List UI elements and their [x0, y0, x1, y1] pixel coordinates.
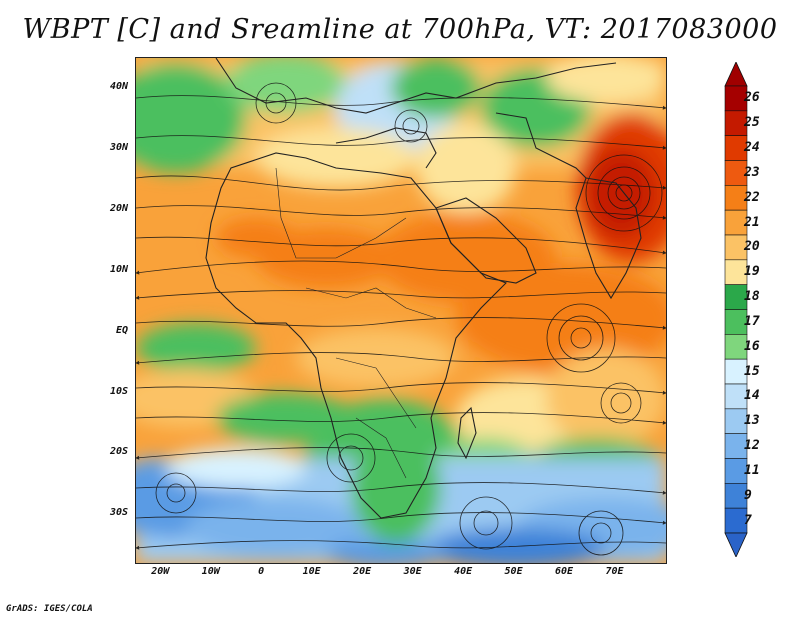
colorbar-label-14: 14 [744, 388, 760, 404]
colorbar-label-23: 23 [744, 164, 760, 180]
lon-label-10e: 10E [302, 566, 321, 577]
lat-label-10s: 10S [109, 385, 128, 397]
colorbar-label-24: 24 [744, 140, 760, 156]
lon-label-60e: 60E [555, 566, 574, 577]
lat-label-30s: 30S [109, 507, 128, 519]
lon-label-40e: 40E [454, 566, 473, 577]
colorbar-label-22: 22 [744, 189, 760, 205]
colorbar-label-19: 19 [744, 264, 760, 280]
lon-label-0: 0 [258, 566, 265, 577]
colorbar [724, 62, 748, 557]
map-panel [135, 57, 667, 564]
lat-label-30n: 30N [109, 142, 128, 154]
lon-label-30e: 30E [403, 566, 422, 577]
grads-credit: GrADS: IGES/COLA [6, 604, 93, 614]
coastlines [205, 58, 642, 519]
colorbar-label-13: 13 [744, 413, 760, 429]
lat-label-20n: 20N [109, 203, 128, 215]
wbpt-field-map [136, 58, 666, 563]
lat-label-10n: 10N [109, 263, 128, 275]
lon-label-50e: 50E [504, 566, 523, 577]
colorbar-label-26: 26 [744, 90, 760, 106]
colorbar-label-11: 11 [744, 462, 760, 478]
colorbar-label-25: 25 [744, 115, 760, 131]
colorbar-max-arrow [724, 62, 748, 87]
colorbar-label-20: 20 [744, 239, 760, 255]
colorbar-label-9: 9 [744, 487, 752, 503]
colorbar-label-7: 7 [744, 512, 752, 528]
lat-label-eq: EQ [115, 324, 128, 336]
colorbar-min-arrow [724, 532, 748, 557]
colorbar-label-18: 18 [744, 289, 760, 305]
colorbar-label-15: 15 [744, 363, 760, 379]
colorbar-label-17: 17 [744, 313, 760, 329]
colorbar-label-16: 16 [744, 338, 760, 354]
lat-label-40n: 40N [109, 81, 128, 93]
streamlines [136, 82, 666, 556]
colorbar-label-12: 12 [744, 438, 760, 454]
lat-label-20s: 20S [109, 446, 128, 458]
colorbar-label-21: 21 [744, 214, 760, 230]
lon-label-10w: 10W [201, 566, 220, 577]
map-title: WBPT [C] and Sreamline at 700hPa, VT: 20… [22, 14, 778, 45]
lon-label-20e: 20E [353, 566, 372, 577]
lon-label-20w: 20W [151, 566, 170, 577]
lon-label-70e: 70E [605, 566, 624, 577]
